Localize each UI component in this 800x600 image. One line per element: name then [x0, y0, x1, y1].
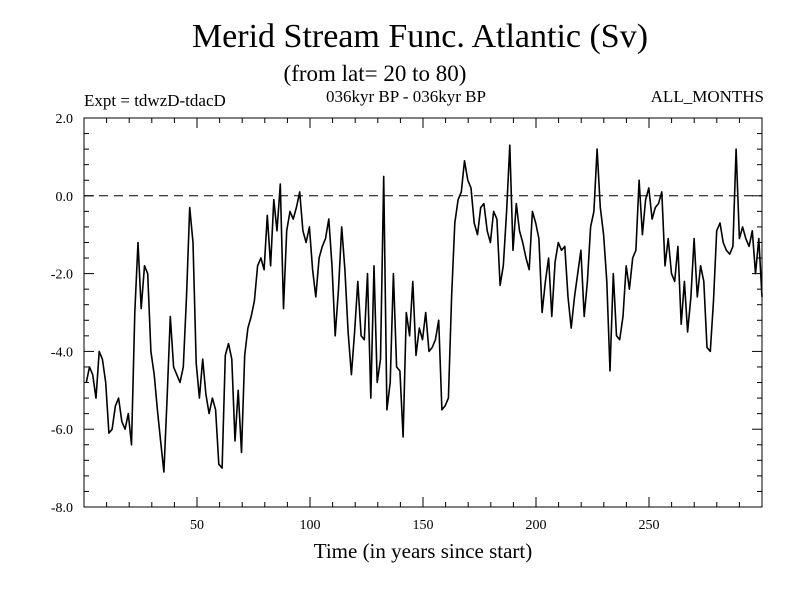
y-tick-label: -2.0	[51, 268, 73, 283]
chart-title: Merid Stream Func. Atlantic (Sv)	[191, 18, 649, 55]
x-tick-label: 150	[413, 518, 434, 533]
x-tick-label: 50	[190, 518, 204, 533]
experiment-label: Expt = tdwzD-tdacD	[84, 91, 226, 110]
series-line	[85, 144, 763, 473]
x-axis-label: Time (in years since start)	[313, 539, 533, 563]
y-tick-label: -8.0	[51, 501, 73, 516]
x-tick-label: 200	[526, 518, 547, 533]
x-tick-label: 100	[300, 518, 321, 533]
axis-ticks: 50 100 150 200 250 -8.0 -6.0 -4.0 -2.0 0.0 2.0	[51, 112, 762, 533]
y-tick-label: 0.0	[56, 190, 74, 205]
period-label: 036kyr BP - 036kyr BP	[326, 87, 486, 106]
x-tick-label: 250	[639, 518, 660, 533]
chart-subtitle: (from lat= 20 to 80)	[283, 61, 467, 86]
y-tick-label: -6.0	[51, 423, 73, 438]
y-tick-label: 2.0	[56, 112, 74, 127]
y-tick-label: -4.0	[51, 345, 73, 360]
months-label: ALL_MONTHS	[650, 87, 764, 106]
